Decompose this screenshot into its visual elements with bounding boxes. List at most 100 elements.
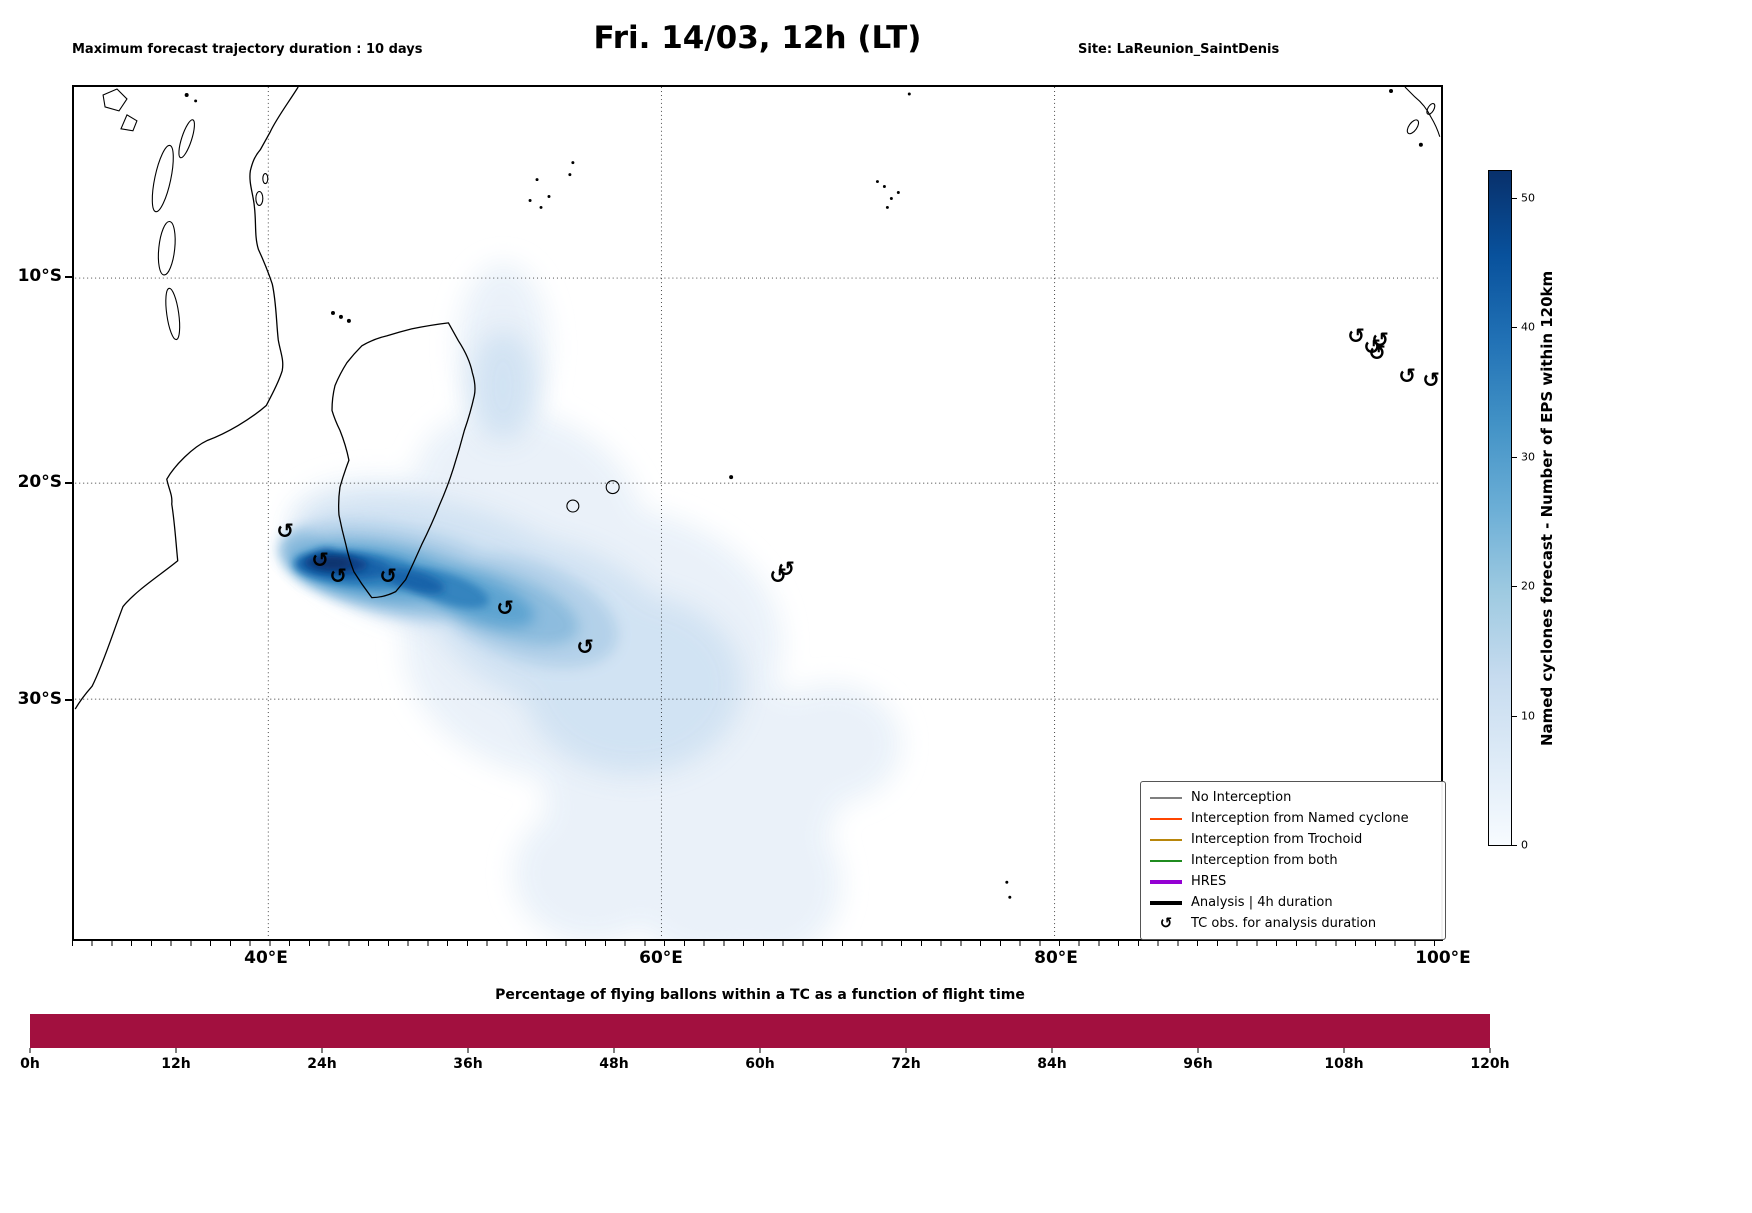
bottom-tick-mark	[467, 1048, 469, 1053]
bottom-tick-mark	[1197, 1048, 1199, 1053]
legend-row: Analysis | 4h duration	[1150, 892, 1436, 913]
legend-label: TC obs. for analysis duration	[1191, 916, 1377, 931]
bottom-tick-mark	[1051, 1048, 1053, 1053]
legend-row: Interception from both	[1150, 850, 1436, 871]
lat-tick-label: 30°S	[17, 689, 62, 709]
bottom-chart-bar	[30, 1014, 1490, 1048]
tc-observation-symbol: ↺	[1363, 334, 1381, 359]
header-right-line: Site: LaReunion_SaintDenis	[1078, 42, 1280, 57]
coastlines	[74, 87, 1441, 899]
colorbar-tick-label: 0	[1521, 838, 1528, 852]
colorbar-tick-mark	[1512, 197, 1517, 199]
colorbar-tick-label: 50	[1521, 191, 1535, 204]
bottom-tick-mark	[175, 1048, 177, 1053]
bottom-tick-mark	[759, 1048, 761, 1053]
lat-tick-mark	[65, 699, 72, 701]
header-left-line: Maximum forecast trajectory duration : 1…	[72, 42, 423, 57]
african-lakes	[102, 88, 198, 341]
madagascar-outline	[331, 322, 476, 599]
bottom-chart-title: Percentage of flying ballons within a TC…	[495, 987, 1025, 1003]
legend-row: HRES	[1150, 871, 1436, 892]
legend-label: Interception from both	[1191, 853, 1338, 868]
tc-observation-symbol: ↺	[777, 556, 795, 581]
bottom-tick-label: 96h	[1183, 1056, 1213, 1072]
colorbar-tick-label: 40	[1521, 320, 1535, 334]
legend-row: ↺ TC obs. for analysis duration	[1150, 913, 1436, 934]
tc-observation-symbol: ↺	[311, 547, 329, 572]
colorbar-tick-mark	[1512, 845, 1517, 846]
tc-observation-symbol: ↺	[769, 563, 787, 588]
colorbar-tick-mark	[1512, 456, 1517, 458]
bottom-tick-label: 72h	[891, 1056, 921, 1072]
colorbar-label: Named cyclones forecast - Number of EPS …	[1538, 270, 1556, 746]
colorbar-tick-label: 10	[1521, 709, 1535, 722]
legend-line-sample	[1150, 817, 1182, 820]
legend-label: Analysis | 4h duration	[1191, 895, 1333, 910]
legend-line-sample	[1150, 900, 1182, 905]
colorbar-tick-label: 30	[1521, 450, 1535, 463]
tc-observation-symbol: ↺	[576, 634, 594, 659]
tc-observation-symbol: ↺	[276, 518, 294, 543]
lon-tick-label: 100°E	[1415, 948, 1471, 968]
tc-observation-symbol: ↺	[1422, 367, 1440, 392]
legend-label: No Interception	[1191, 790, 1292, 805]
bottom-tick-mark	[321, 1048, 323, 1053]
lat-tick-mark	[65, 276, 72, 278]
legend-line-sample	[1150, 838, 1182, 841]
grid-lines	[75, 87, 1440, 939]
tc-observation-symbol: ↺	[379, 563, 397, 588]
tc-observation-symbol: ↺	[1398, 363, 1416, 388]
bottom-tick-mark	[1489, 1048, 1491, 1053]
bottom-tick-mark	[29, 1048, 31, 1053]
eps-density-plume	[280, 263, 902, 939]
legend-line	[1150, 900, 1182, 905]
colorbar-tick-mark	[1512, 327, 1517, 328]
tc-observation-symbol: ↺	[496, 595, 514, 620]
bottom-tick-label: 48h	[599, 1056, 629, 1072]
legend-line	[1150, 859, 1182, 862]
bottom-tick-label: 0h	[20, 1056, 40, 1072]
bottom-tick-mark	[613, 1048, 615, 1053]
tc-observation-symbol: ↺	[1347, 323, 1365, 348]
legend-line	[1150, 796, 1182, 799]
lon-tick-label: 80°E	[1034, 948, 1078, 968]
legend-label: Interception from Trochoid	[1191, 832, 1363, 847]
figure-title: Fri. 14/03, 12h (LT)	[593, 20, 922, 56]
longitude-minor-ticks	[72, 941, 1443, 946]
legend-row: Interception from Named cyclone	[1150, 808, 1436, 829]
legend-row: No Interception	[1150, 787, 1436, 808]
lat-tick-label: 20°S	[17, 472, 62, 492]
legend-box: No Interception Interception from Named c…	[1140, 781, 1446, 940]
legend-line	[1150, 838, 1182, 841]
legend-label: Interception from Named cyclone	[1191, 811, 1409, 826]
tc-observation-symbol: ↺	[1368, 340, 1386, 365]
colorbar-tick-label: 20	[1521, 579, 1535, 593]
legend-line-sample	[1150, 796, 1182, 799]
tc-observation-symbol: ↺	[329, 563, 347, 588]
legend-line-sample	[1150, 859, 1182, 862]
legend-line-sample	[1150, 879, 1182, 884]
lat-tick-label: 10°S	[17, 266, 62, 286]
bottom-tick-mark	[905, 1048, 907, 1053]
legend-row: Interception from Trochoid	[1150, 829, 1436, 850]
bottom-tick-label: 24h	[307, 1056, 337, 1072]
legend-line	[1150, 817, 1182, 820]
bottom-tick-mark	[1343, 1048, 1345, 1053]
africa-east-coastline	[74, 87, 299, 710]
bottom-tick-label: 84h	[1037, 1056, 1067, 1072]
bottom-tick-label: 108h	[1324, 1056, 1364, 1072]
lat-tick-mark	[65, 482, 72, 484]
tc-symbol-icon: ↺	[1159, 914, 1173, 932]
bottom-tick-label: 36h	[453, 1056, 483, 1072]
lon-tick-label: 40°E	[244, 948, 288, 968]
colorbar-tick-mark	[1512, 715, 1517, 717]
tc-observation-symbol: ↺	[1371, 327, 1389, 352]
small-islands	[255, 92, 1012, 899]
bottom-tick-label: 60h	[745, 1056, 775, 1072]
sumatra-coast-fragment	[1389, 87, 1441, 147]
legend-label: HRES	[1191, 874, 1227, 889]
lon-tick-label: 60°E	[639, 948, 683, 968]
map-plot-area	[72, 85, 1443, 941]
colorbar	[1488, 170, 1512, 846]
